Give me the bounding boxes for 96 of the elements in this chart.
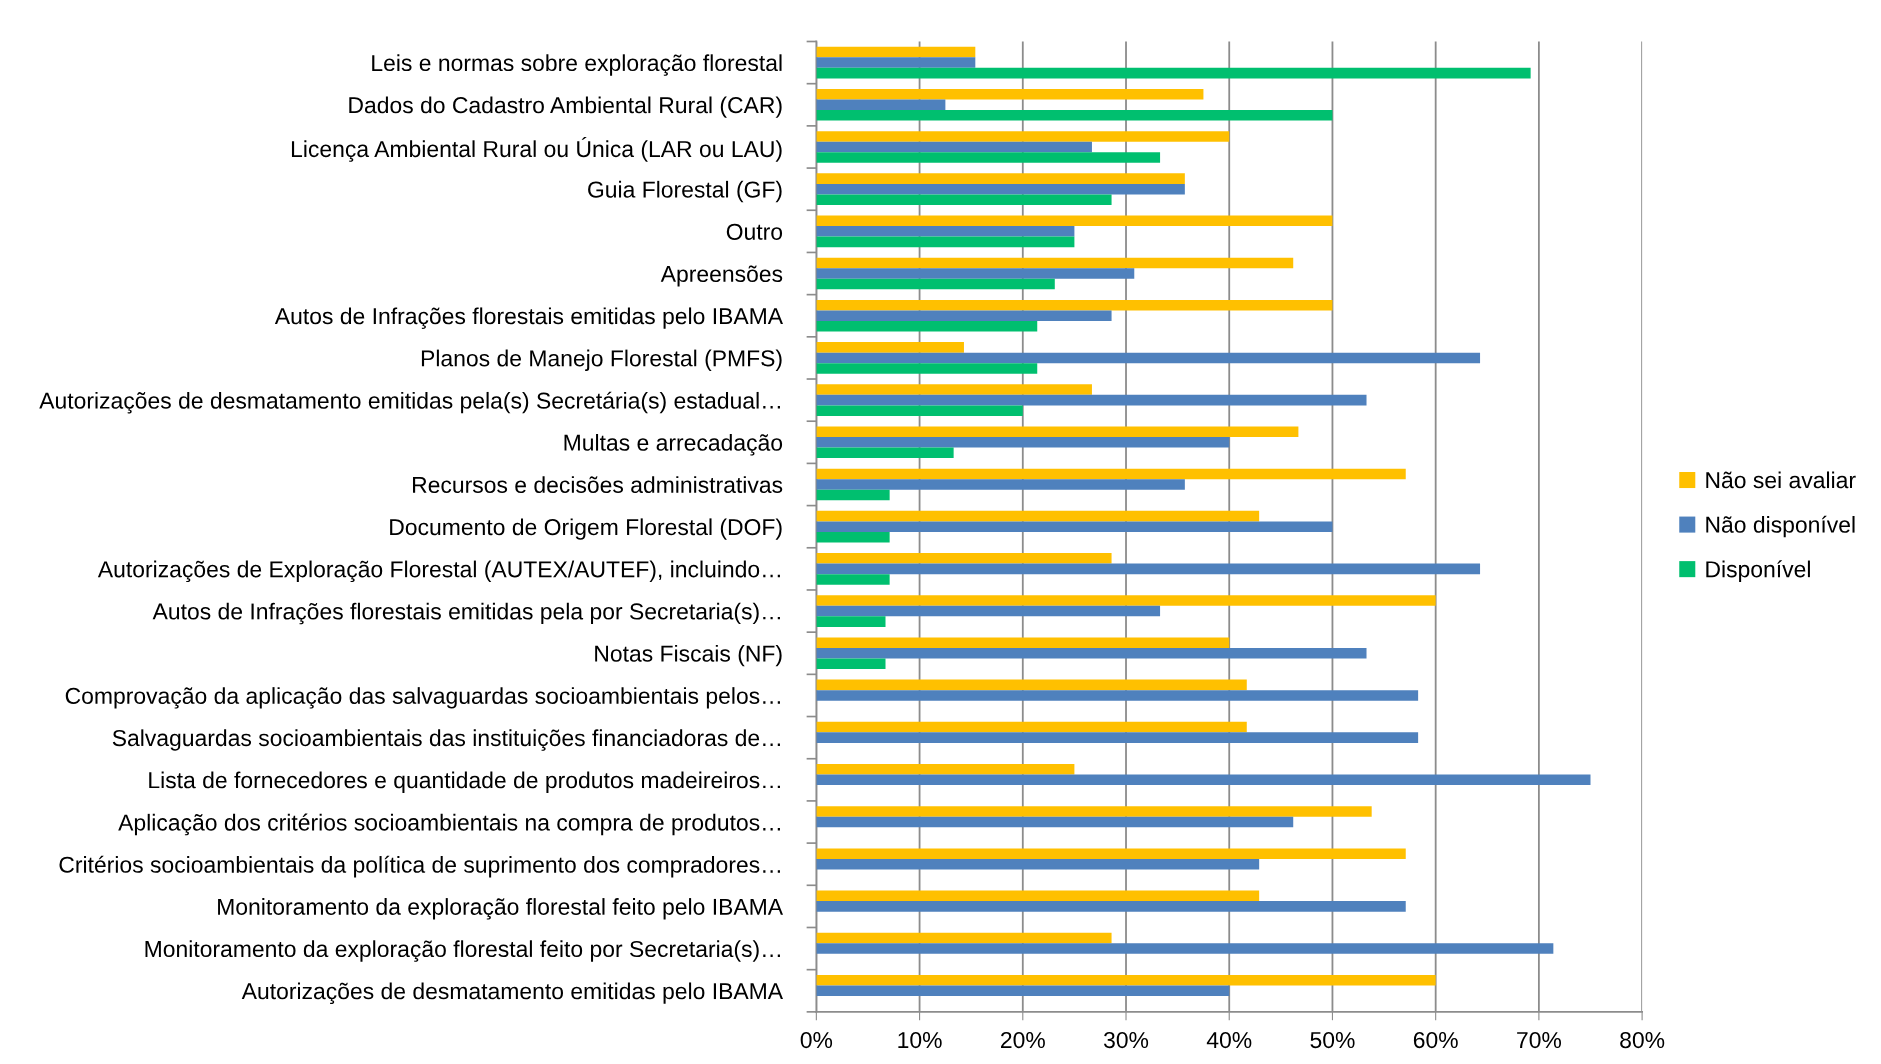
bar: [816, 447, 954, 459]
y-tick-label: Monitoramento da exploração florestal feito por Secretaria(s)…: [145, 940, 780, 962]
y-tick-label: Salvaguardas socioambientais das instituições financiadoras de…: [112, 729, 780, 751]
y-tick-label: Multas e arrecadação: [564, 434, 783, 456]
bar: [816, 321, 1038, 332]
bar: [816, 553, 1112, 564]
bar: [816, 806, 1372, 817]
y-tick-label: Critérios socioambientais da política de suprimento dos compradores…: [59, 855, 780, 878]
bar: [816, 605, 1161, 617]
y-tick-label: Recursos e decisões administrativas: [413, 476, 783, 494]
y-tick-label: Apreensões: [660, 265, 783, 287]
bar: [816, 901, 1406, 912]
bar: [816, 46, 976, 58]
bar: [816, 99, 946, 111]
y-tick-label: Autorizações de desmatamento emitidas pelo IBAMA: [241, 982, 784, 1004]
y-tick-label: Autorizações de desmatamento emitidas pela(s) Secretária(s) estadual…: [39, 391, 780, 414]
bar: [816, 384, 1092, 395]
y-tick-label: Outro: [726, 223, 783, 240]
bar: [816, 489, 890, 501]
bar: [816, 342, 964, 353]
y-tick-label: Documento de Origem Florestal (DOF): [390, 518, 782, 540]
bar: [816, 57, 976, 68]
y-tick-label: Autos de Infrações florestais emitidas pela por Secretaria(s)…: [152, 602, 780, 625]
y-tick-label: Lista de fornecedores e quantidade de produtos madeireiros…: [149, 771, 780, 793]
bar: [816, 616, 886, 627]
bar: [816, 647, 1367, 659]
bar: [816, 690, 1419, 701]
x-tick-label: 70%: [1517, 1031, 1562, 1049]
bar: [816, 974, 1436, 986]
bar: [816, 194, 1112, 205]
x-tick-label: 0%: [800, 1031, 833, 1049]
bar: [816, 658, 886, 670]
bar: [816, 278, 1055, 290]
x-tick-label: 40%: [1206, 1031, 1252, 1049]
bar: [816, 943, 1554, 954]
bar: [816, 110, 1333, 121]
bar: [816, 363, 1038, 374]
bar: [816, 468, 1406, 480]
bar: [816, 985, 1230, 997]
bar: [816, 173, 1185, 184]
bar: [816, 141, 1092, 153]
y-tick-label: Guia Florestal (GF): [588, 180, 782, 203]
bar: [816, 637, 1230, 648]
bar: [816, 310, 1112, 321]
bar: [816, 816, 1294, 828]
bar: [816, 848, 1406, 859]
bar: [816, 268, 1135, 279]
bar: [816, 563, 1481, 575]
bar: [816, 679, 1247, 691]
bar: [816, 531, 890, 543]
bar: [816, 352, 1481, 364]
legend-label: Não sei avaliar: [1706, 471, 1856, 489]
y-tick-label: Leis e normas sobre exploração florestal: [372, 54, 782, 76]
y-tick-label: Notas Fiscais (NF): [595, 644, 782, 667]
legend-label: Disponível: [1706, 560, 1810, 582]
y-tick-label: Aplicação dos critérios socioambientais na compra de produtos…: [118, 813, 780, 836]
x-tick-label: 80%: [1620, 1031, 1665, 1049]
bar: [816, 226, 1075, 237]
legend-label: Não disponível: [1706, 515, 1855, 538]
x-tick-label: 50%: [1310, 1031, 1355, 1049]
bar: [816, 299, 1333, 311]
bar: [816, 574, 890, 585]
bar: [816, 426, 1299, 438]
bar: [816, 764, 1075, 775]
bar: [816, 215, 1333, 227]
x-tick-label: 60%: [1413, 1031, 1458, 1049]
bar: [816, 394, 1367, 406]
bar: [816, 521, 1333, 532]
x-tick-label: 10%: [898, 1031, 942, 1049]
x-tick-label: 20%: [1001, 1031, 1045, 1049]
bar: [816, 595, 1436, 606]
bar: [816, 236, 1075, 248]
bar: [816, 183, 1185, 195]
y-tick-label: Autorizações de Exploração Florestal (AUTEX/AUTEF), incluindo…: [97, 560, 780, 583]
y-tick-label: Planos de Manejo Florestal (PMFS): [421, 349, 782, 371]
bar: [816, 932, 1112, 944]
bar: [816, 774, 1591, 786]
bar: [816, 88, 1204, 100]
y-tick-label: Comprovação da aplicação das salvaguardas socioambientais pelos…: [65, 687, 780, 709]
bar: [816, 67, 1531, 79]
y-tick-label: Dados do Cadastro Ambiental Rural (CAR): [349, 96, 782, 118]
x-tick-label: 30%: [1103, 1031, 1149, 1049]
bar: [816, 405, 1023, 416]
bar: [816, 131, 1230, 142]
y-tick-label: Autos de Infrações florestais emitidas pelo IBAMA: [274, 307, 783, 329]
y-tick-label: Monitoramento da exploração florestal feito pelo IBAMA: [218, 898, 784, 920]
bar: [816, 437, 1230, 448]
bar: [816, 732, 1419, 743]
bar: [816, 510, 1260, 522]
bar: [816, 890, 1260, 902]
bar: [816, 721, 1247, 733]
y-tick-label: Licença Ambiental Rural ou Única (LAR ou LAU): [291, 137, 782, 162]
bar: [816, 152, 1161, 163]
bar: [816, 858, 1260, 870]
bar: [816, 257, 1294, 269]
bar: [816, 479, 1185, 490]
